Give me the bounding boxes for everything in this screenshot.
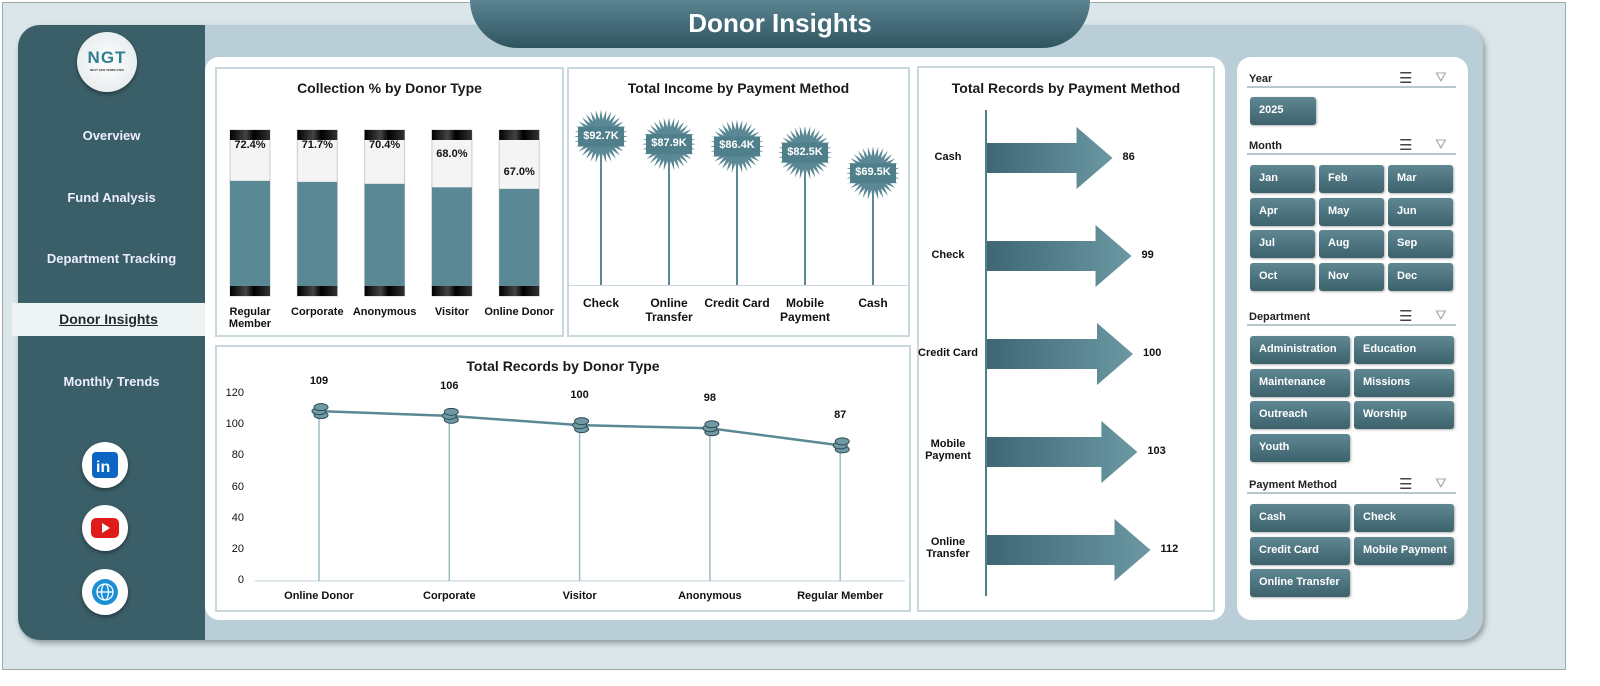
logo-text: NGT xyxy=(87,48,127,67)
slicer-option[interactable]: Youth xyxy=(1250,433,1350,462)
title-banner xyxy=(470,0,1090,48)
linkedin-icon: in xyxy=(92,452,118,478)
chart-title: Total Records by Donor Type xyxy=(466,358,660,374)
slicer-option[interactable]: Jun xyxy=(1388,197,1453,226)
slicer-option[interactable]: 2025 xyxy=(1250,97,1316,125)
slicer-option[interactable]: Online Transfer xyxy=(1250,569,1350,597)
slicer-option[interactable]: Jul xyxy=(1250,230,1315,258)
globe-icon xyxy=(92,579,118,605)
logo: NGT NEXT GEN TEMPLATES xyxy=(77,32,137,92)
page-title: Donor Insights xyxy=(688,8,872,38)
multiselect-icon[interactable]: ☰ xyxy=(1399,476,1413,493)
svg-text:in: in xyxy=(96,459,110,476)
slicer-option[interactable]: Mobile Payment xyxy=(1354,536,1454,565)
slicer-header-department: Department xyxy=(1249,311,1311,323)
multiselect-icon[interactable]: ☰ xyxy=(1399,70,1413,87)
sidebar-item-donor-insights[interactable]: Donor Insights xyxy=(12,303,205,336)
income-chart-card xyxy=(567,67,910,337)
clear-filter-icon[interactable]: ⛛ xyxy=(1435,69,1447,85)
website-button[interactable] xyxy=(82,569,128,615)
slicer-option[interactable]: Nov xyxy=(1319,262,1384,291)
sidebar-item-fund-analysis[interactable]: Fund Analysis xyxy=(67,190,156,205)
slicer-option[interactable]: Aug xyxy=(1319,230,1384,258)
slicer-option[interactable]: Apr xyxy=(1250,197,1315,226)
multiselect-icon[interactable]: ☰ xyxy=(1399,137,1413,154)
slicer-option[interactable]: Mar xyxy=(1388,165,1453,193)
slicer-option[interactable]: May xyxy=(1319,197,1384,226)
sidebar-item-monthly-trends[interactable]: Monthly Trends xyxy=(63,374,160,389)
clear-filter-icon[interactable]: ⛛ xyxy=(1435,307,1447,323)
records-donor-chart-card xyxy=(215,345,911,612)
slicer-option[interactable]: Worship xyxy=(1354,401,1454,429)
sidebar-item-department-tracking[interactable]: Department Tracking xyxy=(46,251,177,266)
youtube-icon xyxy=(91,518,119,538)
slicer-header-payment: Payment Method xyxy=(1249,479,1338,491)
slicer-option[interactable]: Credit Card xyxy=(1250,536,1350,565)
chart-title: Total Records by Payment Method xyxy=(951,80,1181,96)
chart-title: Total Income by Payment Method xyxy=(627,80,850,96)
slicer-option[interactable]: Outreach xyxy=(1250,401,1350,429)
collection-chart-card xyxy=(215,67,564,337)
clear-filter-icon[interactable]: ⛛ xyxy=(1435,475,1447,491)
linkedin-button[interactable]: in xyxy=(82,442,128,488)
slicer-option[interactable]: Sep xyxy=(1388,230,1453,258)
sidebar-item-overview[interactable]: Overview xyxy=(82,128,141,143)
slicer-header-year: Year xyxy=(1249,73,1273,85)
slicer-option[interactable]: Check xyxy=(1354,504,1454,532)
slicer-divider xyxy=(1247,153,1456,155)
slicer-option[interactable]: Jan xyxy=(1250,165,1315,193)
slicer-option[interactable]: Maintenance xyxy=(1250,368,1350,397)
clear-filter-icon[interactable]: ⛛ xyxy=(1435,136,1447,152)
multiselect-icon[interactable]: ☰ xyxy=(1399,308,1413,325)
youtube-button[interactable] xyxy=(82,505,128,551)
records-payment-chart-card xyxy=(917,66,1215,612)
logo-subtext: NEXT GEN TEMPLATES xyxy=(89,68,125,72)
slicer-divider xyxy=(1247,492,1456,494)
slicer-option[interactable]: Education xyxy=(1354,336,1454,364)
slicer-option[interactable]: Administration xyxy=(1250,336,1350,364)
chart-title: Collection % by Donor Type xyxy=(297,80,482,96)
slicer-option[interactable]: Feb xyxy=(1319,165,1384,193)
slicer-option[interactable]: Oct xyxy=(1250,262,1315,291)
slicer-option[interactable]: Cash xyxy=(1250,504,1350,532)
axis-line xyxy=(568,285,909,286)
slicer-option[interactable]: Dec xyxy=(1388,262,1453,291)
slicer-option[interactable]: Missions xyxy=(1354,368,1454,397)
slicer-divider xyxy=(1247,324,1456,326)
slicer-divider xyxy=(1247,86,1456,88)
slicer-header-month: Month xyxy=(1249,140,1282,152)
